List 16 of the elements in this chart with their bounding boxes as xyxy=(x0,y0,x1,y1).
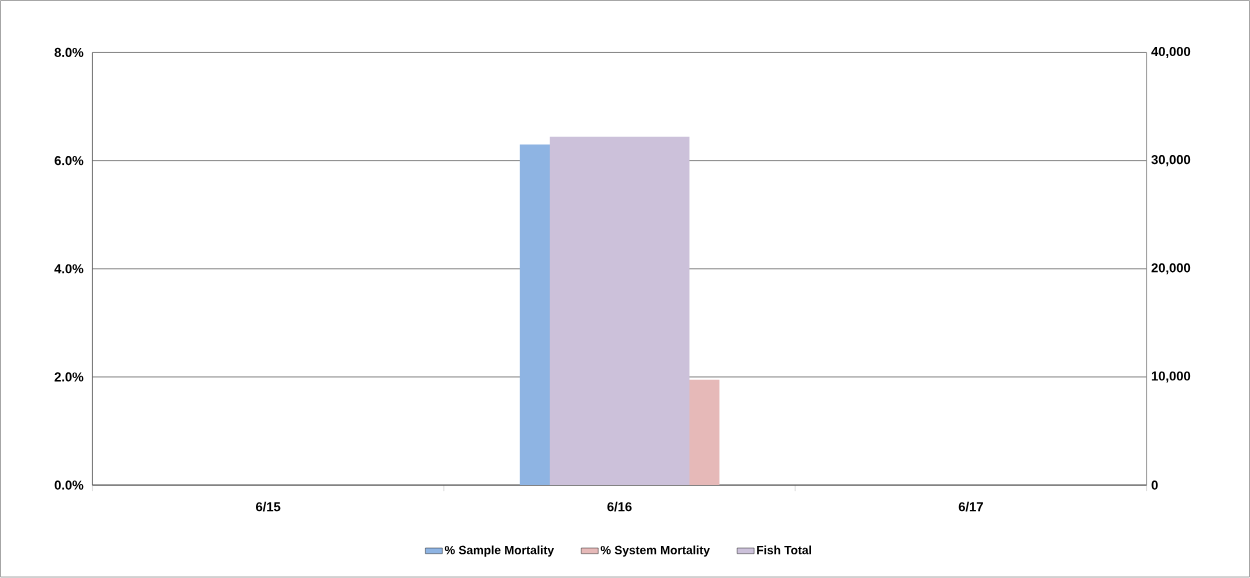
x-tick-label: 6/16 xyxy=(607,502,632,512)
legend-label: Fish Total xyxy=(757,545,812,555)
x-tick-label: 6/17 xyxy=(958,502,983,512)
y2-tick-label: 0 xyxy=(1151,480,1158,490)
y-tick-label: 6.0% xyxy=(54,156,84,166)
legend-label: % Sample Mortality xyxy=(444,545,555,557)
legend-label: % System Mortality xyxy=(600,545,710,557)
y-tick-label: 2.0% xyxy=(54,372,84,382)
y2-tick-label: 30,000 xyxy=(1151,155,1191,167)
y2-tick-label: 20,000 xyxy=(1151,263,1191,275)
y-tick-label: 8.0% xyxy=(54,48,84,58)
y-tick-label: 0.0% xyxy=(54,480,84,490)
y-tick-label: 4.0% xyxy=(54,264,84,274)
x-tick-label: 6/15 xyxy=(256,502,281,512)
y2-tick-label: 40,000 xyxy=(1151,47,1191,59)
y2-tick-label: 10,000 xyxy=(1151,371,1191,383)
